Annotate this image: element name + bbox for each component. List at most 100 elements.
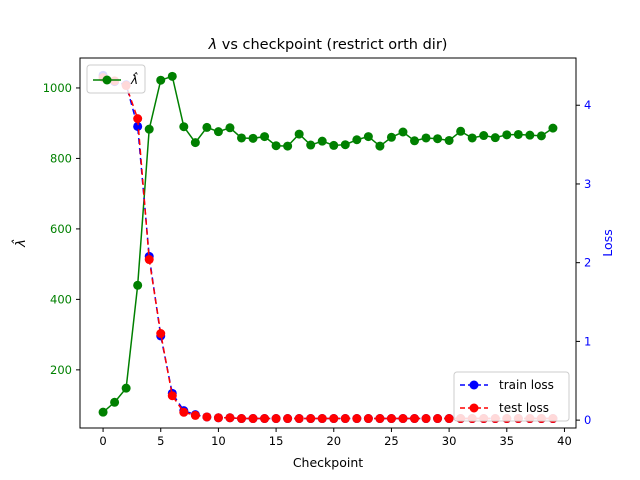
data-point-test-loss [144, 255, 154, 265]
y-left-tick-label: 400 [50, 292, 72, 306]
y-left-tick-label: 800 [50, 151, 72, 165]
data-point-lambda [179, 122, 189, 132]
x-axis-label: Checkpoint [293, 455, 363, 470]
x-tick-label: 10 [211, 434, 226, 448]
data-point-lambda [363, 132, 373, 142]
x-axis: 0 5 10 15 20 25 30 35 40 [99, 428, 572, 448]
data-point-lambda [260, 132, 270, 142]
series-lambda [98, 71, 558, 417]
y-right-tick-label: 1 [584, 334, 591, 348]
data-point-lambda [421, 133, 431, 143]
series-test-loss [98, 73, 558, 424]
legend-test-marker [469, 403, 479, 413]
data-point-lambda [294, 129, 304, 139]
data-point-test-loss [410, 414, 420, 424]
data-point-test-loss [294, 414, 304, 424]
data-point-lambda [167, 71, 177, 81]
data-point-lambda [202, 122, 212, 132]
data-point-test-loss [156, 329, 166, 339]
data-point-lambda [236, 133, 246, 143]
data-point-lambda [502, 130, 512, 140]
data-point-test-loss [340, 414, 350, 424]
data-point-lambda [133, 280, 143, 290]
data-point-test-loss [433, 414, 443, 424]
title-rest: vs checkpoint (restrict orth dir) [217, 37, 447, 53]
data-point-lambda [121, 383, 131, 393]
data-point-lambda [525, 130, 535, 140]
data-point-test-loss [421, 414, 431, 424]
data-point-test-loss [236, 414, 246, 424]
legend-loss: train loss test loss [453, 371, 570, 422]
legend-lambda-label: λ̂ [130, 71, 138, 87]
legend-lambda-box [86, 64, 146, 94]
plot-frame [79, 57, 577, 429]
legend-lambda-marker [102, 75, 112, 85]
data-point-lambda [548, 123, 558, 133]
chart-title: λ vs checkpoint (restrict orth dir) [208, 37, 448, 53]
data-point-test-loss [248, 414, 258, 424]
data-point-test-loss [444, 414, 454, 424]
series-line-lambda [102, 75, 554, 413]
data-point-lambda [375, 141, 385, 151]
data-point-lambda [398, 127, 408, 137]
data-point-test-loss [306, 414, 316, 424]
series-line-test-loss [102, 76, 553, 420]
legend-loss-box [453, 371, 570, 422]
x-tick-label: 25 [384, 434, 399, 448]
data-point-lambda [410, 136, 420, 146]
data-point-train-loss [133, 121, 143, 131]
y-right-tick-label: 4 [584, 98, 591, 112]
x-tick-label: 35 [499, 434, 514, 448]
legend-test-label: test loss [499, 401, 549, 415]
y-left-tick-label: 600 [50, 222, 72, 236]
data-point-lambda [144, 124, 154, 134]
data-point-lambda [248, 133, 258, 143]
x-tick-label: 0 [99, 434, 106, 448]
data-point-lambda [98, 407, 108, 417]
data-point-test-loss [213, 413, 223, 423]
y-axis-right-label: Loss [600, 229, 615, 256]
y-left-tick-label: 200 [50, 363, 72, 377]
data-point-test-loss [179, 407, 189, 417]
x-tick-label: 40 [557, 434, 572, 448]
legend-train-label: train loss [499, 378, 554, 392]
data-point-lambda [283, 141, 293, 151]
data-point-test-loss [352, 414, 362, 424]
data-point-test-loss [167, 391, 177, 401]
x-tick-label: 15 [269, 434, 284, 448]
data-point-test-loss [363, 414, 373, 424]
data-point-test-loss [133, 114, 143, 124]
data-point-lambda [340, 140, 350, 150]
data-point-lambda [329, 140, 339, 150]
data-point-lambda [306, 140, 316, 150]
data-point-lambda [317, 136, 327, 146]
series-layer [98, 70, 558, 424]
data-point-lambda [352, 135, 362, 145]
data-point-test-loss [329, 414, 339, 424]
data-point-lambda [490, 133, 500, 143]
data-point-test-loss [190, 410, 200, 420]
y-axis-left-label: λ̂ [12, 239, 29, 248]
data-point-lambda [513, 129, 523, 139]
series-line-train-loss [102, 74, 553, 420]
x-tick-label: 5 [157, 434, 164, 448]
data-point-lambda [479, 131, 489, 141]
data-point-lambda [456, 126, 466, 136]
y-axis-right: 0 1 2 3 4 [576, 98, 591, 427]
data-point-lambda [190, 138, 200, 148]
data-point-test-loss [398, 414, 408, 424]
data-point-lambda [536, 131, 546, 141]
data-point-lambda [433, 134, 443, 144]
data-point-test-loss [386, 414, 396, 424]
y-axis-left: 200 400 600 800 1000 [43, 81, 80, 377]
data-point-test-loss [375, 414, 385, 424]
x-tick-label: 30 [442, 434, 457, 448]
y-right-tick-label: 2 [584, 256, 591, 270]
data-point-test-loss [225, 413, 235, 423]
data-point-test-loss [317, 414, 327, 424]
data-point-test-loss [260, 414, 270, 424]
data-point-test-loss [283, 414, 293, 424]
legend-train-marker [469, 380, 479, 390]
data-point-lambda [110, 397, 120, 407]
y-right-tick-label: 0 [584, 413, 591, 427]
